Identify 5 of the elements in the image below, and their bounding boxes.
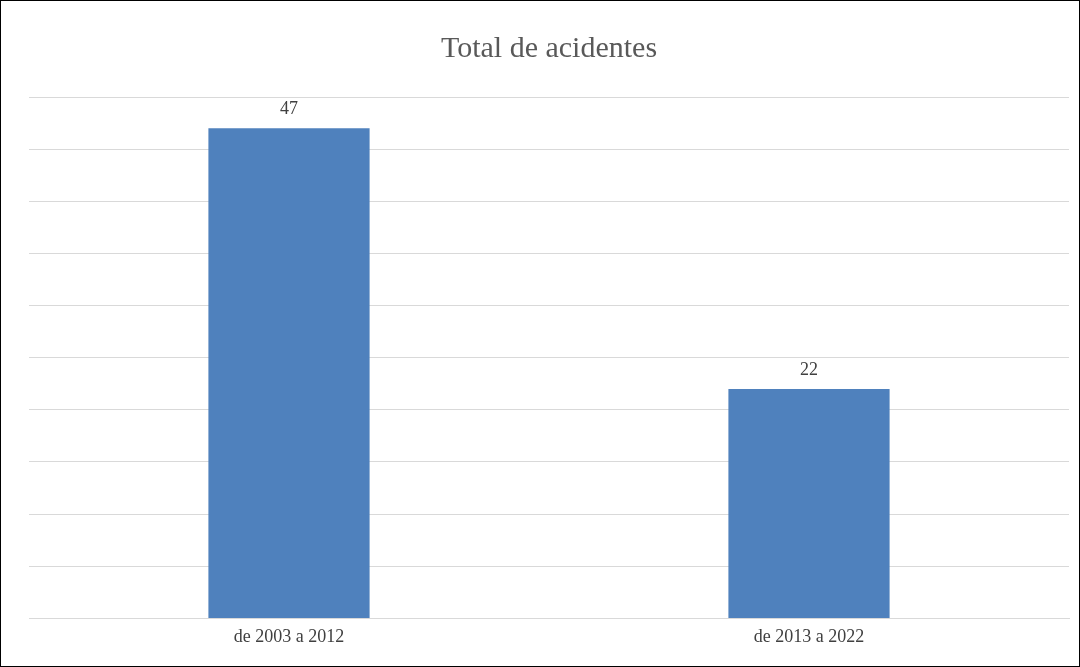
data-label: 22 (800, 358, 818, 379)
x-tick-label: de 2003 a 2012 (233, 625, 345, 646)
x-tick-label: de 2013 a 2022 (753, 625, 865, 646)
data-label: 47 (280, 98, 298, 119)
chart-title: Total de acidentes (440, 29, 658, 63)
